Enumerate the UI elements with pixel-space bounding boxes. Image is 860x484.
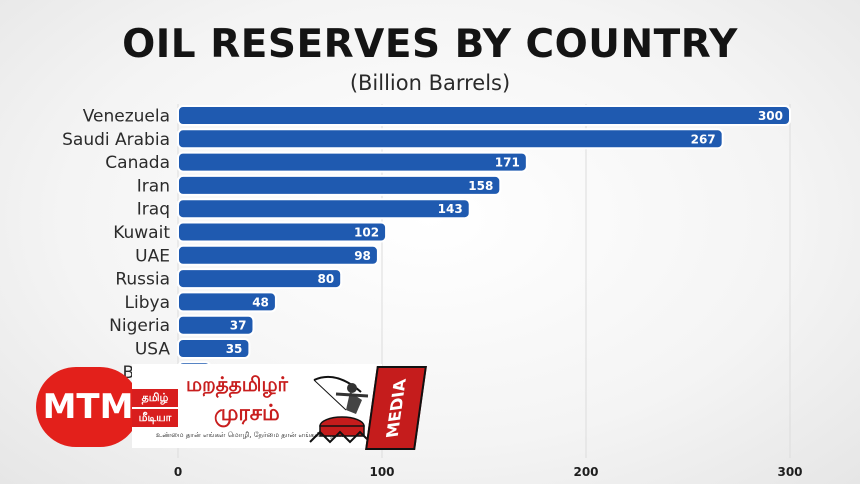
category-label: Kuwait	[113, 223, 170, 243]
brand-line-1: மறத்தமிழர்	[186, 372, 288, 396]
bar	[177, 174, 502, 196]
x-tick-label: 100	[369, 465, 394, 479]
category-label: UAE	[135, 246, 170, 266]
media-tag-small: மீடியா	[132, 409, 178, 427]
bar	[177, 268, 343, 290]
brand-tagline: உண்மை தான் எங்கள் மொழி, நேர்மை தான் எங்க…	[156, 431, 344, 439]
chart-title: OIL RESERVES BY COUNTRY	[122, 22, 738, 67]
category-labels: Venezuela Saudi Arabia Canada Iran Iraq Kuwai…	[62, 107, 170, 383]
data-label: 98	[354, 249, 371, 263]
x-axis-ticks: 0 100 200 300	[174, 465, 803, 479]
brand-line-2: முரசம்	[214, 401, 280, 426]
category-label: Venezuela	[83, 107, 170, 127]
x-tick-label: 200	[573, 465, 598, 479]
bar	[177, 244, 379, 266]
category-label: Saudi Arabia	[62, 130, 170, 150]
media-label: MEDIA	[382, 377, 410, 439]
data-label: 37	[230, 319, 247, 333]
data-label: 48	[252, 295, 269, 309]
x-tick-label: 300	[777, 465, 802, 479]
category-label: Russia	[115, 270, 170, 290]
x-tick-label: 0	[174, 465, 182, 479]
watermark-banner: MTM தமிழ் மீடியா மறத்தமிழர் முரசம் உண்மை…	[36, 364, 427, 450]
category-label: Nigeria	[109, 316, 170, 336]
mtm-logo-text: MTM	[42, 387, 134, 427]
category-label: Canada	[105, 153, 170, 173]
data-label: 35	[226, 342, 243, 356]
data-label: 171	[495, 156, 520, 170]
archer-drum-icon	[309, 376, 371, 444]
data-label: 158	[468, 179, 493, 193]
bar	[177, 151, 528, 173]
category-label: USA	[135, 340, 171, 360]
tamil-tag: தமிழ்	[132, 389, 178, 407]
data-label: 102	[354, 226, 379, 240]
bar	[177, 128, 724, 150]
bar	[177, 221, 388, 243]
bar	[177, 291, 277, 313]
bars: 300267171158143102988048373516	[177, 105, 791, 383]
bar	[177, 314, 255, 336]
bar	[177, 105, 791, 126]
media-label-badge: MEDIA	[365, 366, 427, 450]
bar	[177, 198, 471, 220]
category-label: Iraq	[137, 200, 170, 220]
bar	[177, 338, 251, 359]
data-label: 80	[317, 272, 334, 286]
category-label: Iran	[137, 176, 170, 196]
chart-subtitle: (Billion Barrels)	[349, 71, 511, 95]
mtm-logo: MTM	[36, 367, 140, 447]
data-label: 300	[758, 109, 783, 123]
category-label: Libya	[125, 293, 170, 313]
data-label: 143	[438, 202, 463, 216]
data-label: 267	[691, 132, 716, 146]
